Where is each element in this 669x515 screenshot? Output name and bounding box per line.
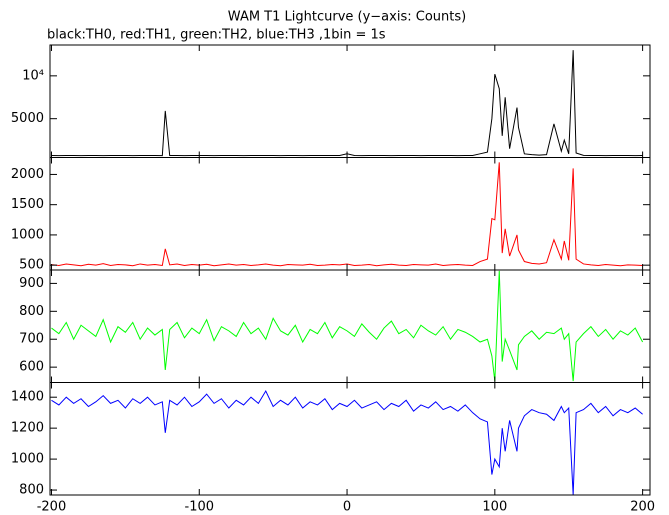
panel-frame [49,44,651,158]
x-tick-label: 200 [630,500,655,515]
lightcurve [51,50,643,157]
y-tick-label: 1500 [11,197,44,212]
y-tick-label: 5000 [11,111,44,126]
lightcurve [51,162,643,267]
lightcurve [51,270,644,382]
x-tick-label: -200 [37,500,67,515]
y-tick-label: 800 [19,483,44,498]
y-tick-label: 2000 [11,167,44,182]
panel-frame [49,269,651,383]
panel-frame [49,382,651,496]
y-tick-label: 700 [19,332,44,347]
y-tick-label: 600 [19,360,44,375]
panel-frame [49,157,651,271]
y-tick-label: 900 [19,276,44,291]
y-tick-label: 10⁴ [22,68,44,83]
x-tick-label: 100 [482,500,507,515]
chart-subtitle: black:TH0, red:TH1, green:TH2, blue:TH3 … [47,28,386,43]
y-tick-label: 1000 [11,227,44,242]
x-tick-label: 0 [343,500,351,515]
chart-title: WAM T1 Lightcurve (y−axis: Counts) [228,10,466,25]
x-tick-label: -100 [185,500,215,515]
y-tick-label: 1400 [11,390,44,405]
lightcurve [51,389,643,495]
y-tick-label: 800 [19,304,44,319]
y-tick-label: 1000 [11,452,44,467]
y-tick-label: 1200 [11,421,44,436]
y-tick-label: 500 [19,258,44,273]
